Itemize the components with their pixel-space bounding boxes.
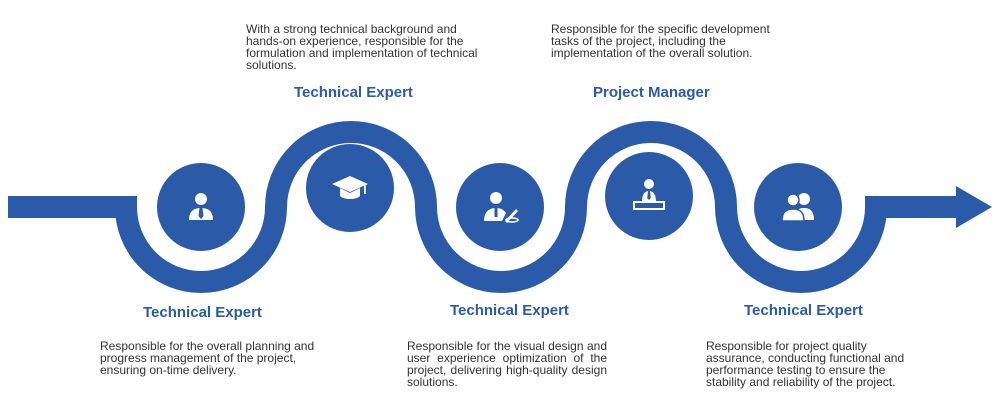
team-icon — [781, 193, 814, 222]
arrow-head-icon — [956, 186, 992, 228]
wave-path — [8, 121, 958, 293]
step-node-3 — [456, 163, 544, 251]
step-5-title: Technical Expert — [744, 302, 863, 319]
step-node-5 — [754, 163, 842, 251]
step-4-title: Project Manager — [593, 84, 710, 101]
step-3-title: Technical Expert — [450, 302, 569, 319]
step-2-title: Technical Expert — [294, 84, 413, 101]
graduation-cap-icon — [332, 176, 368, 199]
step-1-title: Technical Expert — [143, 304, 262, 321]
presenter-icon — [633, 179, 665, 210]
step-2-description: With a strong technical background and h… — [246, 22, 478, 72]
designer-icon — [484, 192, 519, 223]
step-node-1 — [157, 163, 245, 251]
user-tie-icon — [189, 193, 213, 220]
step-1-description: Responsible for the overall planning and… — [100, 339, 315, 377]
step-5-description: Responsible for project quality assuranc… — [706, 339, 905, 389]
step-node-4 — [605, 152, 693, 240]
step-3-description: Responsible for the visual design and us… — [407, 339, 607, 389]
step-4-description: Responsible for the specific development… — [551, 22, 770, 60]
step-node-2 — [306, 144, 394, 232]
